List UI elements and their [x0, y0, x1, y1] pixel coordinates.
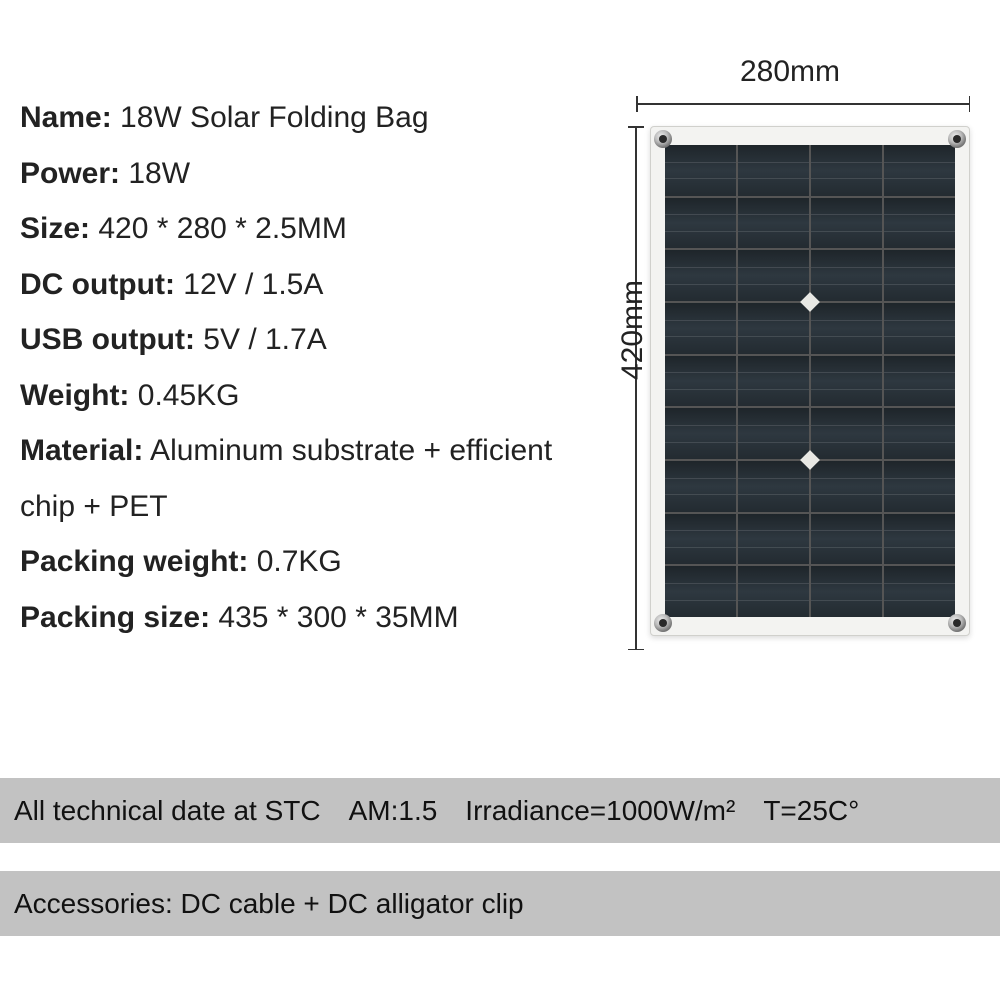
spec-row: DC output: 12V / 1.5A — [20, 257, 600, 313]
spec-value: 435 * 300 * 35MM — [210, 601, 458, 634]
stc-footer-bar: All technical date at STC AM:1.5 Irradia… — [0, 778, 1000, 843]
width-dimension-line — [636, 96, 970, 112]
spec-row: Name: 18W Solar Folding Bag — [20, 90, 600, 146]
spec-list: Name: 18W Solar Folding Bag Power: 18W S… — [20, 40, 600, 700]
spec-value: 0.45KG — [129, 379, 239, 412]
grommet-icon — [654, 130, 672, 148]
spec-value: 0.7KG — [248, 545, 341, 578]
grommet-icon — [948, 614, 966, 632]
spec-label: Packing size: — [20, 601, 210, 634]
stc-am: AM:1.5 — [349, 795, 438, 827]
spec-label: Material: — [20, 434, 143, 467]
cell-grid — [665, 145, 955, 617]
spec-value: 420 * 280 * 2.5MM — [90, 212, 347, 245]
spec-label: Power: — [20, 157, 120, 190]
spec-row: Power: 18W — [20, 146, 600, 202]
panel-diagram: 280mm 420mm — [600, 50, 980, 700]
spec-label: Name: — [20, 101, 112, 134]
spec-row: Weight: 0.45KG — [20, 368, 600, 424]
spec-row: USB output: 5V / 1.7A — [20, 312, 600, 368]
stc-irradiance: Irradiance=1000W/m² — [465, 795, 735, 827]
spec-label: Packing weight: — [20, 545, 248, 578]
spec-row: Packing weight: 0.7KG — [20, 534, 600, 590]
width-dimension-label: 280mm — [740, 55, 840, 89]
spec-row: Size: 420 * 280 * 2.5MM — [20, 201, 600, 257]
spec-value: 18W Solar Folding Bag — [112, 101, 429, 134]
spec-row: Material: Aluminum substrate + efficient… — [20, 423, 600, 534]
stc-text: All technical date at STC — [14, 795, 321, 827]
spec-label: Weight: — [20, 379, 129, 412]
stc-temp: T=25C° — [763, 795, 859, 827]
height-dimension-label: 420mm — [616, 280, 650, 380]
grommet-icon — [948, 130, 966, 148]
spec-row: Packing size: 435 * 300 * 35MM — [20, 590, 600, 646]
spec-label: Size: — [20, 212, 90, 245]
spec-value: 18W — [120, 157, 190, 190]
spec-value: 12V / 1.5A — [175, 268, 323, 301]
spec-label: USB output: — [20, 323, 195, 356]
accessories-text: Accessories: DC cable + DC alligator cli… — [14, 888, 524, 920]
spec-value: 5V / 1.7A — [195, 323, 327, 356]
spec-label: DC output: — [20, 268, 175, 301]
accessories-footer-bar: Accessories: DC cable + DC alligator cli… — [0, 871, 1000, 936]
grommet-icon — [654, 614, 672, 632]
height-dimension-line — [628, 126, 644, 650]
solar-panel — [650, 126, 970, 636]
